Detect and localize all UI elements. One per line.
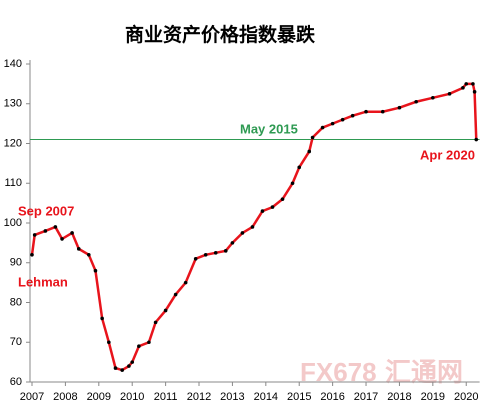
data-point (60, 237, 64, 241)
x-tick-label: 2009 (87, 391, 111, 403)
data-point (461, 86, 465, 90)
data-point (223, 249, 228, 253)
data-point (53, 225, 58, 229)
data-point (350, 113, 355, 118)
data-point (86, 253, 91, 257)
data-point (93, 268, 98, 273)
y-tick-label: 140 (4, 58, 22, 70)
data-point (147, 340, 151, 345)
data-point (307, 149, 312, 154)
data-point (30, 253, 34, 257)
data-point (76, 247, 81, 251)
data-point (414, 99, 418, 104)
y-tick-label: 120 (4, 137, 22, 149)
x-tick-label: 2019 (421, 391, 445, 403)
annotation: Apr 2020 (420, 147, 475, 162)
data-point (364, 109, 368, 114)
chart-title: 商业资产价格指数暴跌 (125, 23, 316, 46)
data-point (270, 205, 275, 209)
x-tick-label: 2014 (254, 391, 278, 403)
data-point (100, 316, 104, 321)
data-point (290, 181, 295, 186)
x-tick-label: 2016 (320, 391, 344, 403)
data-point (280, 197, 285, 201)
data-point (107, 340, 111, 345)
y-tick-label: 60 (10, 376, 22, 388)
data-point (32, 233, 37, 237)
data-point (310, 135, 315, 140)
data-point (120, 368, 124, 372)
data-point (43, 229, 48, 233)
data-point (330, 121, 335, 126)
x-tick-label: 2007 (20, 391, 44, 403)
data-point (137, 344, 141, 349)
data-point (130, 360, 135, 364)
x-tick-label: 2018 (387, 391, 411, 403)
data-point (464, 82, 469, 86)
data-point (472, 90, 477, 94)
x-tick-label: 2020 (454, 391, 478, 403)
data-point (320, 125, 325, 130)
data-point (447, 92, 452, 96)
data-point (153, 320, 158, 325)
x-tick-label: 2010 (120, 391, 144, 403)
data-point (127, 364, 131, 368)
data-point (183, 280, 188, 285)
data-point (474, 137, 479, 142)
x-tick-label: 2012 (187, 391, 211, 403)
data-point (230, 241, 235, 245)
x-tick-label: 2011 (154, 391, 178, 403)
y-tick-label: 70 (10, 336, 22, 348)
data-point (340, 117, 345, 122)
x-tick-label: 2015 (287, 391, 311, 403)
data-point (173, 292, 178, 297)
annotation: May 2015 (240, 121, 298, 136)
data-point (213, 251, 218, 255)
annotation: Sep 2007 (18, 203, 74, 218)
data-point (471, 82, 475, 86)
data-point (70, 231, 74, 235)
data-point (380, 109, 385, 114)
data-line (30, 82, 478, 372)
data-point (250, 225, 255, 229)
data-point (397, 105, 402, 110)
y-tick-label: 90 (10, 257, 22, 269)
x-tick-label: 2017 (354, 391, 378, 403)
data-point (193, 256, 198, 261)
data-point (163, 308, 168, 313)
y-tick-label: 110 (4, 177, 22, 189)
data-point (260, 209, 265, 213)
data-point (431, 95, 435, 100)
y-tick-label: 100 (4, 217, 22, 229)
data-point (113, 366, 118, 370)
data-point (240, 231, 245, 235)
data-point (297, 165, 302, 170)
x-tick-label: 2008 (53, 391, 77, 403)
data-point (203, 253, 208, 257)
y-tick-label: 80 (10, 296, 22, 308)
annotation: Lehman (18, 274, 68, 289)
x-tick-label: 2013 (220, 391, 244, 403)
y-tick-label: 130 (4, 98, 22, 110)
